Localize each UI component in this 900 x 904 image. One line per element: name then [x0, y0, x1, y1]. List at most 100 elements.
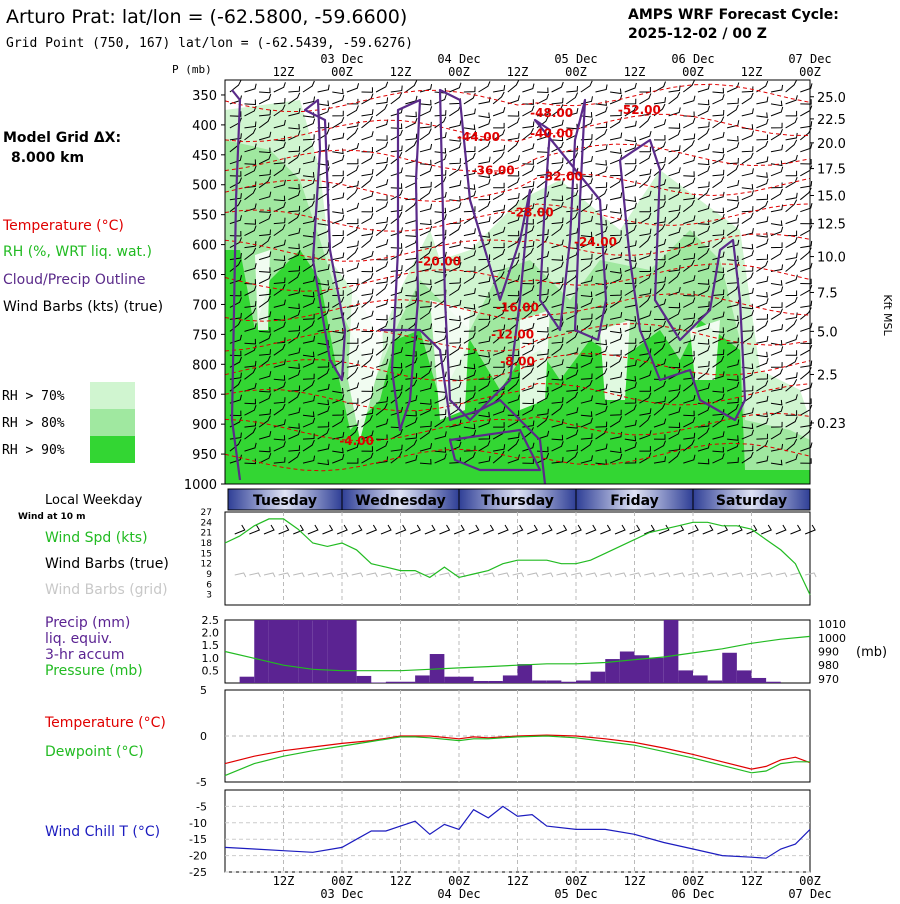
wind-barb	[258, 273, 272, 284]
wind-barb	[741, 190, 754, 201]
wind-barb	[507, 230, 520, 237]
wind-barb	[361, 310, 374, 320]
wind-barb	[244, 225, 257, 237]
wind-barb	[536, 191, 550, 201]
wind-barb	[244, 360, 257, 368]
wind-barb	[522, 181, 535, 189]
wind-barb	[756, 156, 769, 165]
wind-barb	[478, 141, 491, 153]
wind-barb	[756, 140, 769, 153]
wind-barb	[653, 343, 666, 356]
wind-barb	[639, 430, 652, 440]
wind-barb	[610, 349, 622, 356]
wind-barb	[785, 274, 798, 284]
wind-barb	[683, 237, 696, 249]
wind-barb	[624, 316, 637, 322]
wind-barb	[449, 284, 462, 296]
true-wind-barb	[234, 524, 246, 535]
temperature-contour-label: -8.00	[500, 354, 535, 368]
wind-barb	[317, 248, 330, 261]
rh-dry-gap	[430, 300, 470, 420]
wind-barb	[639, 212, 652, 225]
wind-barb	[259, 229, 271, 237]
precip-bar	[473, 680, 489, 683]
wind-barb	[390, 362, 403, 369]
wind-barb	[375, 103, 388, 117]
wind-barb	[566, 212, 579, 225]
wind-barb	[478, 216, 491, 225]
wind-barb	[492, 166, 506, 177]
wind-barb	[419, 165, 433, 177]
wind-barb	[376, 97, 389, 105]
wind-barb	[244, 307, 257, 320]
wind-barb	[683, 193, 696, 201]
wind-barb	[668, 286, 681, 296]
pressure-line	[224, 635, 811, 672]
wind-barb	[595, 128, 608, 141]
wind-barb	[375, 403, 388, 416]
wind-barb	[493, 182, 505, 189]
wind-tick-label: 3	[206, 591, 212, 601]
wind-barb	[595, 399, 607, 406]
bottom-hour-label: 00Z	[331, 874, 353, 888]
top-hour-label: 00Z	[331, 65, 353, 79]
pressure-axis-title: P (mb)	[172, 63, 212, 76]
wind-barb	[463, 190, 477, 201]
wind-barb	[361, 392, 374, 404]
wind-barb	[419, 323, 433, 332]
precip-bar	[298, 620, 313, 683]
wind-barb	[507, 170, 520, 177]
wind-barb	[259, 349, 271, 356]
top-date-label: 04 Dec	[437, 52, 480, 66]
wind-barb	[800, 202, 813, 213]
wind-barb	[492, 450, 505, 464]
wind-barb	[580, 455, 593, 464]
wind-barb	[800, 300, 813, 308]
pressure-tick-label: 970	[818, 673, 839, 686]
wind-barb	[302, 200, 315, 213]
wind-barb	[551, 119, 564, 129]
grid-wind-barb	[761, 572, 773, 578]
wind-barb	[756, 395, 769, 404]
wind-barb	[610, 447, 622, 454]
pressure-tick-label: 850	[192, 388, 217, 403]
wind-barb	[683, 410, 695, 417]
wind-barb	[332, 208, 344, 214]
wind-barb	[522, 398, 534, 405]
wind-barb	[639, 310, 652, 320]
wind-barb	[697, 420, 710, 428]
wind-barb	[361, 109, 374, 117]
wind-barb	[595, 421, 608, 428]
true-wind-barb	[263, 524, 275, 535]
wind-barb	[419, 106, 433, 117]
wind-barb	[756, 178, 769, 189]
wind-barb	[375, 119, 389, 129]
wind-barb	[741, 287, 754, 296]
wind-barb	[302, 80, 315, 93]
wind-barb	[697, 225, 711, 237]
wind-barb	[273, 97, 286, 105]
wind-barb	[390, 85, 403, 93]
wind-barb	[785, 252, 798, 261]
wind-barb	[317, 122, 330, 129]
wind-barb	[712, 446, 725, 453]
wind-barb	[668, 406, 681, 416]
wind-barb	[683, 350, 695, 357]
wind-barb	[449, 321, 462, 332]
precip-bar	[254, 620, 269, 683]
wind-barb	[302, 351, 315, 358]
wind-barb	[756, 433, 768, 440]
wind-barb	[770, 84, 784, 93]
wind-barb	[317, 368, 330, 380]
wind-barb	[522, 83, 535, 93]
wind-barb	[770, 204, 784, 213]
wind-barb	[697, 83, 710, 93]
wind-barb	[302, 373, 315, 380]
wind-barb	[346, 458, 359, 464]
wind-barb	[376, 336, 389, 344]
wind-barb	[639, 206, 651, 213]
wind-barb	[259, 289, 271, 296]
true-wind-barb	[527, 524, 538, 535]
wind-barb	[712, 431, 725, 440]
wind-barb	[697, 263, 710, 272]
